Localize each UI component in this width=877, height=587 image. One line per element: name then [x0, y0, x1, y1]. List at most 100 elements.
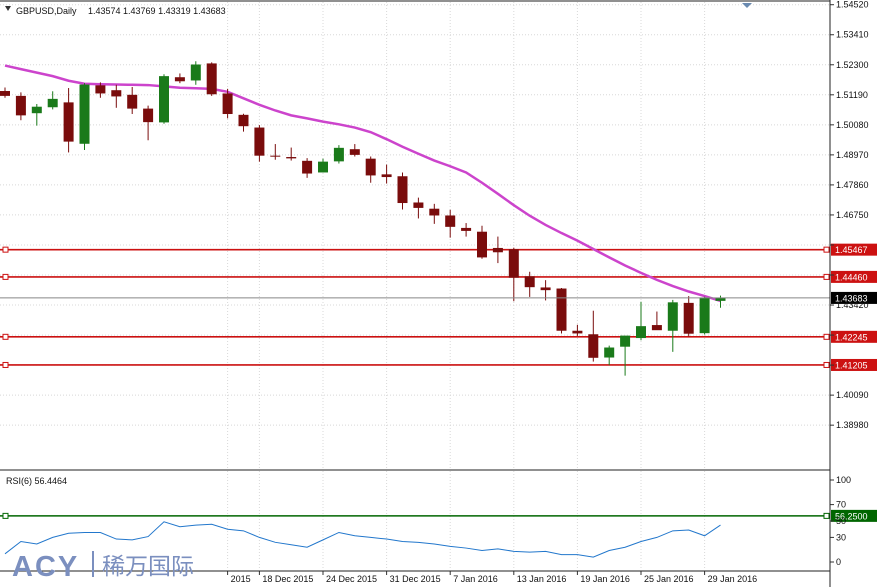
logo-chinese: 稀万国际 — [102, 553, 194, 579]
candle-body — [254, 127, 265, 156]
y-tick-label: 1.47860 — [836, 180, 869, 190]
candle-body — [381, 174, 392, 178]
candle-body — [429, 208, 440, 216]
rsi-y-tick-label: 100 — [836, 475, 851, 485]
moving-average — [4, 64, 721, 303]
level-price-tag — [831, 270, 877, 283]
candle-body — [604, 347, 615, 358]
x-tick-label: 7 Jan 2016 — [453, 574, 498, 584]
level-price-label: 1.45467 — [835, 245, 868, 255]
candle-body — [445, 215, 456, 227]
rsi-indicator: 56.2500 — [0, 509, 877, 558]
candle-body — [143, 108, 154, 123]
level-price-label: 1.42245 — [835, 332, 868, 342]
candle-body — [715, 297, 726, 301]
candle-body — [540, 287, 551, 291]
level-price-tag — [831, 243, 877, 256]
y-tick-label: 1.43420 — [836, 300, 869, 310]
candle-body — [413, 202, 424, 208]
candle-body — [159, 76, 169, 123]
candle-body — [349, 149, 360, 155]
y-tick-label: 1.38980 — [836, 420, 869, 430]
rsi-y-tick-label: 70 — [836, 500, 846, 510]
rsi-y-tick-label: 0 — [836, 557, 841, 567]
rsi-title: RSI(6) 56.4464 — [6, 476, 67, 486]
current-price-line: 1.43683 — [0, 291, 877, 304]
rsi-level-label: 56.2500 — [835, 511, 868, 521]
candle-body — [31, 106, 42, 114]
y-tick-label: 1.51190 — [836, 90, 868, 100]
candle-body — [397, 176, 408, 204]
moving-average-line — [4, 64, 721, 303]
level-price-label: 1.41205 — [835, 360, 868, 370]
candle-body — [15, 95, 26, 116]
line-anchor-right[interactable] — [823, 361, 830, 368]
x-tick-label: 25 Jan 2016 — [644, 574, 694, 584]
y-tick-label: 1.54520 — [836, 0, 869, 10]
time-axis: 2015 18 Dec 2015 24 Dec 2015 31 Dec 2015 7 J… — [227, 571, 758, 584]
candle-body — [620, 335, 631, 347]
candle-body — [651, 325, 662, 331]
candle-body — [111, 90, 122, 97]
candle-body — [127, 94, 138, 109]
rsi-level-anchor-left[interactable] — [2, 512, 9, 519]
rsi-y-tick-label: 50 — [836, 516, 846, 526]
candle-body — [95, 85, 106, 94]
line-anchor-left[interactable] — [2, 361, 9, 368]
candle-body — [0, 91, 10, 96]
y-tick-label: 1.46750 — [836, 210, 869, 220]
rsi-level-tag — [831, 509, 877, 522]
candle-body — [461, 227, 472, 231]
current-price-label: 1.43683 — [835, 293, 868, 303]
line-anchor-left[interactable] — [2, 333, 9, 340]
x-tick-label: 29 Jan 2016 — [708, 574, 758, 584]
candle-body — [477, 231, 487, 258]
x-tick-label: 24 Dec 2015 — [326, 574, 377, 584]
logo-brand: ACY — [12, 551, 79, 583]
candle-body — [79, 84, 90, 144]
line-anchor-right[interactable] — [823, 246, 830, 253]
chart-symbol: GBPUSD,Daily — [16, 6, 77, 16]
y-tick-label: 1.40090 — [836, 390, 869, 400]
candle-body — [365, 158, 376, 176]
line-anchor-left[interactable] — [2, 246, 9, 253]
rsi-level-anchor-right[interactable] — [823, 512, 830, 519]
candle-body — [270, 155, 281, 157]
level-price-label: 1.44460 — [835, 272, 868, 282]
line-anchor-right[interactable] — [823, 273, 830, 280]
rsi-y-tick-label: 30 — [836, 532, 846, 542]
candle-body — [47, 98, 58, 108]
candle-body — [492, 247, 503, 253]
line-anchor-left[interactable] — [2, 273, 9, 280]
candle-body — [206, 63, 217, 95]
shift-marker-icon[interactable] — [742, 3, 752, 8]
candle-body — [63, 102, 74, 142]
x-tick-label: 18 Dec 2015 — [262, 574, 313, 584]
candle-body — [302, 160, 313, 174]
horizontal-level-lines[interactable]: 1.45467 1.44460 1.42245 1.41205 — [0, 243, 877, 371]
candle-body — [699, 297, 710, 334]
candlesticks — [0, 61, 726, 376]
candle-body — [222, 93, 233, 115]
candle-body — [318, 161, 328, 173]
candle-body — [572, 330, 583, 334]
level-price-tag — [831, 358, 877, 371]
x-tick-label: 31 Dec 2015 — [390, 574, 441, 584]
level-price-tag — [831, 330, 877, 343]
dropdown-triangle-icon[interactable] — [5, 6, 11, 11]
y-tick-label: 1.52300 — [836, 60, 869, 70]
line-anchor-right[interactable] — [823, 333, 830, 340]
candle-body — [524, 276, 535, 288]
candle-body — [333, 147, 344, 162]
candle-body — [667, 302, 678, 331]
rsi-line — [4, 521, 721, 558]
chart-ohlc: 1.43574 1.43769 1.43319 1.43683 — [88, 6, 226, 16]
candle-body — [190, 64, 201, 81]
candle-body — [286, 157, 297, 159]
candle-body — [174, 77, 185, 82]
x-tick-label: 13 Jan 2016 — [517, 574, 567, 584]
x-tick-label: 2015 — [231, 574, 251, 584]
acy-logo: ACY 稀万国际 — [12, 551, 194, 583]
